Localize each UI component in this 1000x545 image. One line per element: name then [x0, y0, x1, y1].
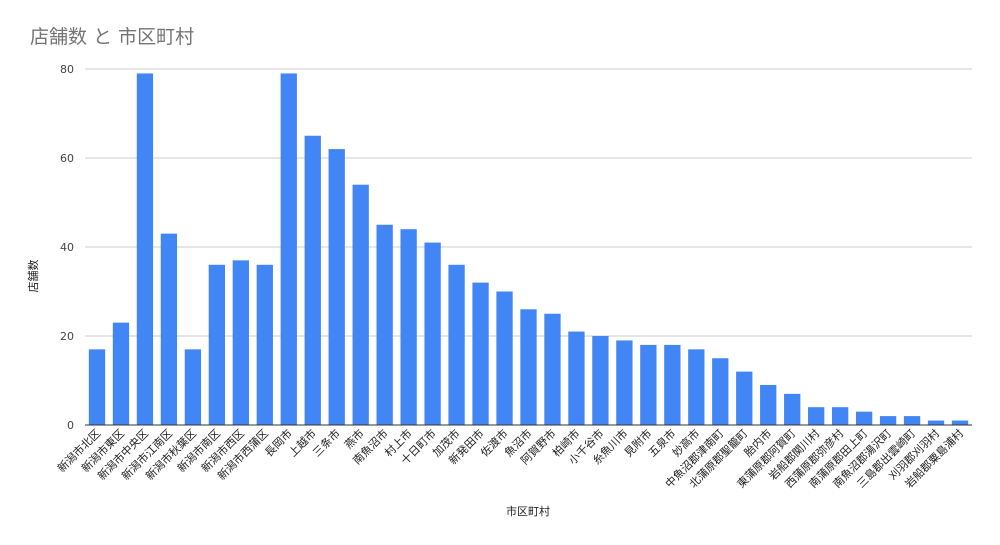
- x-axis-labels: 新潟市北区新潟市東区新潟市中央区新潟市江南区新潟市秋葉区新潟市南区新潟市西区新潟…: [54, 426, 966, 490]
- bar: [256, 264, 273, 425]
- bar: [496, 291, 513, 425]
- y-axis-ticks: 0 20 40 60 80: [60, 63, 74, 432]
- bar: [784, 393, 801, 425]
- y-tick-label: 80: [60, 63, 74, 76]
- bar: [808, 407, 825, 425]
- bar: [376, 224, 393, 425]
- bar: [712, 358, 729, 425]
- y-tick-label: 0: [67, 419, 74, 432]
- bar: [592, 336, 609, 425]
- bar: [328, 149, 345, 425]
- x-axis-title: 市区町村: [506, 504, 550, 518]
- bar: [903, 416, 921, 425]
- y-axis-title: 店舗数: [26, 260, 40, 293]
- bar: [879, 416, 897, 425]
- bar: [927, 420, 945, 425]
- bar: [184, 349, 202, 425]
- bar: [951, 420, 969, 425]
- bar: [304, 135, 321, 425]
- y-tick-label: 40: [60, 241, 74, 254]
- y-tick-label: 60: [60, 152, 74, 165]
- bar: [616, 340, 633, 425]
- bar: [88, 349, 106, 425]
- bar: [520, 309, 537, 425]
- x-tick-label: 三条市: [310, 426, 343, 459]
- bar: [736, 371, 753, 425]
- bar: [688, 349, 705, 425]
- bar: [664, 344, 681, 425]
- bar: [855, 411, 873, 425]
- chart-title: 店舗数 と 市区町村: [30, 26, 194, 48]
- bar: [280, 73, 297, 425]
- bar: [208, 264, 225, 425]
- bar: [400, 229, 417, 425]
- bar: [640, 344, 657, 425]
- bars: [88, 73, 969, 425]
- y-tick-label: 20: [60, 330, 74, 343]
- bar: [112, 322, 130, 425]
- bar: [472, 282, 489, 425]
- bar: [760, 384, 777, 425]
- bar: [568, 331, 585, 425]
- bar: [424, 242, 441, 425]
- bar: [832, 407, 849, 425]
- bar: [136, 73, 154, 425]
- bar: [352, 184, 369, 425]
- bar: [160, 233, 178, 425]
- bar: [448, 264, 465, 425]
- bar: [544, 313, 561, 425]
- bar: [232, 260, 249, 425]
